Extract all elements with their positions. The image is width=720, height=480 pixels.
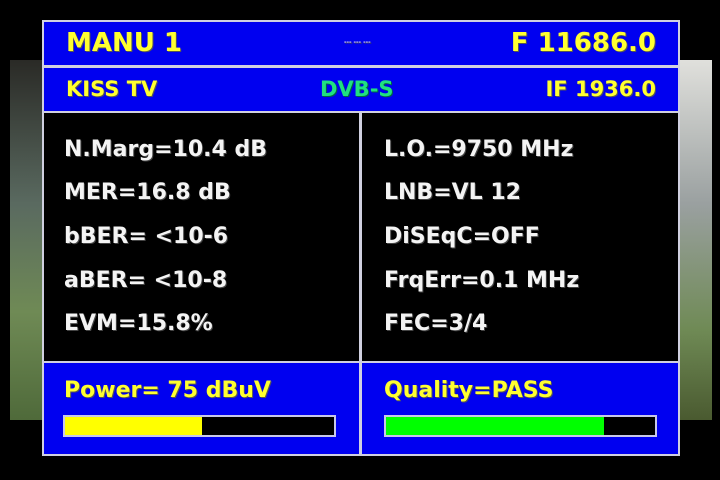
param-frqerr: FrqErr=0.1 MHz (384, 268, 580, 293)
param-nmarg: N.Marg=10.4 dB (64, 137, 267, 162)
right-params-panel: L.O.=9750 MHz LNB=VL 12 DiSEqC=OFF FrqEr… (362, 113, 678, 361)
power-label: Power= 75 dBuV (64, 378, 271, 403)
param-bber: bBER= <10-6 (64, 224, 229, 249)
param-mer: MER=16.8 dB (64, 180, 231, 205)
standard-label: DVB-S (320, 77, 394, 101)
param-fec: FEC=3/4 (384, 311, 488, 336)
if-label: IF 1936.0 (545, 77, 656, 101)
quality-meter (384, 415, 657, 437)
param-lnb: LNB=VL 12 (384, 180, 521, 205)
frequency-label: F 11686.0 (510, 28, 656, 58)
power-panel: Power= 75 dBuV (44, 363, 359, 454)
video-background-left (10, 60, 42, 420)
quality-panel: Quality=PASS (362, 363, 678, 454)
quality-meter-fill (386, 417, 604, 435)
param-diseqc: DiSEqC=OFF (384, 224, 540, 249)
subheader-bar: KISS TV DVB-S IF 1936.0 (44, 68, 678, 111)
video-background-right (680, 60, 712, 420)
param-lo: L.O.=9750 MHz (384, 137, 574, 162)
meter-osd: MANU 1 --- --- --- F 11686.0 KISS TV DVB… (42, 20, 680, 456)
channel-name: KISS TV (66, 77, 158, 101)
header-bar: MANU 1 --- --- --- F 11686.0 (44, 22, 678, 65)
power-meter (63, 415, 336, 437)
mode-label: MANU 1 (66, 28, 183, 58)
indicator: --- --- --- (344, 39, 371, 46)
param-evm: EVM=15.8% (64, 311, 213, 336)
param-aber: aBER= <10-8 (64, 268, 228, 293)
quality-label: Quality=PASS (384, 378, 554, 403)
left-params-panel: N.Marg=10.4 dB MER=16.8 dB bBER= <10-6 a… (44, 113, 359, 361)
power-meter-fill (65, 417, 203, 435)
